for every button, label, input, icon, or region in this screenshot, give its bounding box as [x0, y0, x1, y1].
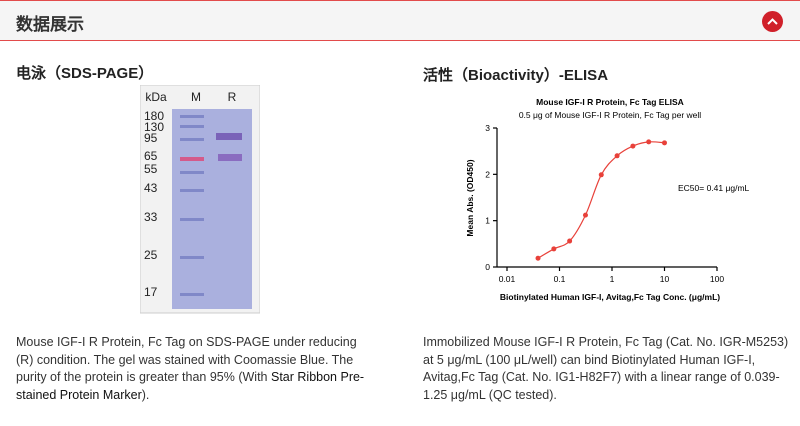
marker-label: 95: [144, 131, 158, 145]
y-tick-label: 3: [485, 123, 490, 133]
data-point: [551, 246, 557, 252]
collapse-button[interactable]: [762, 11, 783, 32]
data-point: [598, 172, 604, 178]
annotation: EC50= 0.41 μg/mL: [678, 183, 750, 193]
marker-label: 65: [144, 149, 158, 163]
marker-label: 33: [144, 210, 158, 224]
elisa-chart: Mouse IGF-I R Protein, Fc Tag ELISA 0.5 μ…: [465, 97, 750, 302]
y-tick-label: 2: [485, 169, 490, 179]
data-point: [630, 143, 636, 149]
caption-link[interactable]: Star Ribbon Pre-stained Protein Marker: [16, 370, 365, 402]
data-point: [567, 238, 573, 244]
marker-label: 180: [144, 109, 164, 123]
marker-label: 130: [144, 120, 164, 134]
x-tick-label: 1: [610, 274, 615, 284]
y-tick-label: 1: [485, 216, 490, 226]
gel-lane-label: R: [228, 90, 237, 104]
gel-lane-label: M: [191, 90, 201, 104]
chart-subtitle: 0.5 μg of Mouse IGF-I R Protein, Fc Tag …: [519, 110, 701, 120]
elisa-title: 活性（Bioactivity）-ELISA: [423, 67, 609, 84]
chart-title: Mouse IGF-I R Protein, Fc Tag ELISA: [536, 97, 684, 107]
x-axis-label: Biotinylated Human IGF-I, Avitag,Fc Tag …: [500, 292, 720, 302]
caption-text: Mouse IGF-I R Protein, Fc Tag on SDS-PAG…: [16, 335, 357, 384]
marker-label: 43: [144, 181, 158, 195]
chevron-icon: [767, 18, 778, 25]
sds-title: 电泳（SDS-PAGE）: [16, 65, 154, 82]
elisa-caption: Immobilized Mouse IGF-I R Protein, Fc Ta…: [423, 335, 789, 402]
fit-curve: [537, 141, 665, 259]
marker-label: 55: [144, 162, 158, 176]
y-axis-label: Mean Abs. (OD450): [465, 159, 475, 236]
data-point: [582, 212, 588, 218]
gel-lane-label: kDa: [145, 90, 167, 104]
x-tick-label: 0.01: [499, 274, 516, 284]
marker-label: 17: [144, 285, 158, 299]
header-bar: 数据展示: [0, 0, 800, 41]
marker-label: 25: [144, 248, 158, 262]
data-point: [535, 255, 541, 261]
data-point: [662, 140, 667, 146]
x-tick-label: 0.1: [554, 274, 566, 284]
caption-text: ).: [141, 387, 150, 402]
y-tick-label: 0: [485, 262, 490, 272]
sds-caption: Mouse IGF-I R Protein, Fc Tag on SDS-PAG…: [16, 334, 371, 404]
data-point: [614, 153, 620, 159]
data-point: [646, 139, 652, 145]
x-tick-label: 100: [710, 274, 724, 284]
header-title: 数据展示: [16, 15, 84, 34]
x-tick-label: 10: [660, 274, 670, 284]
